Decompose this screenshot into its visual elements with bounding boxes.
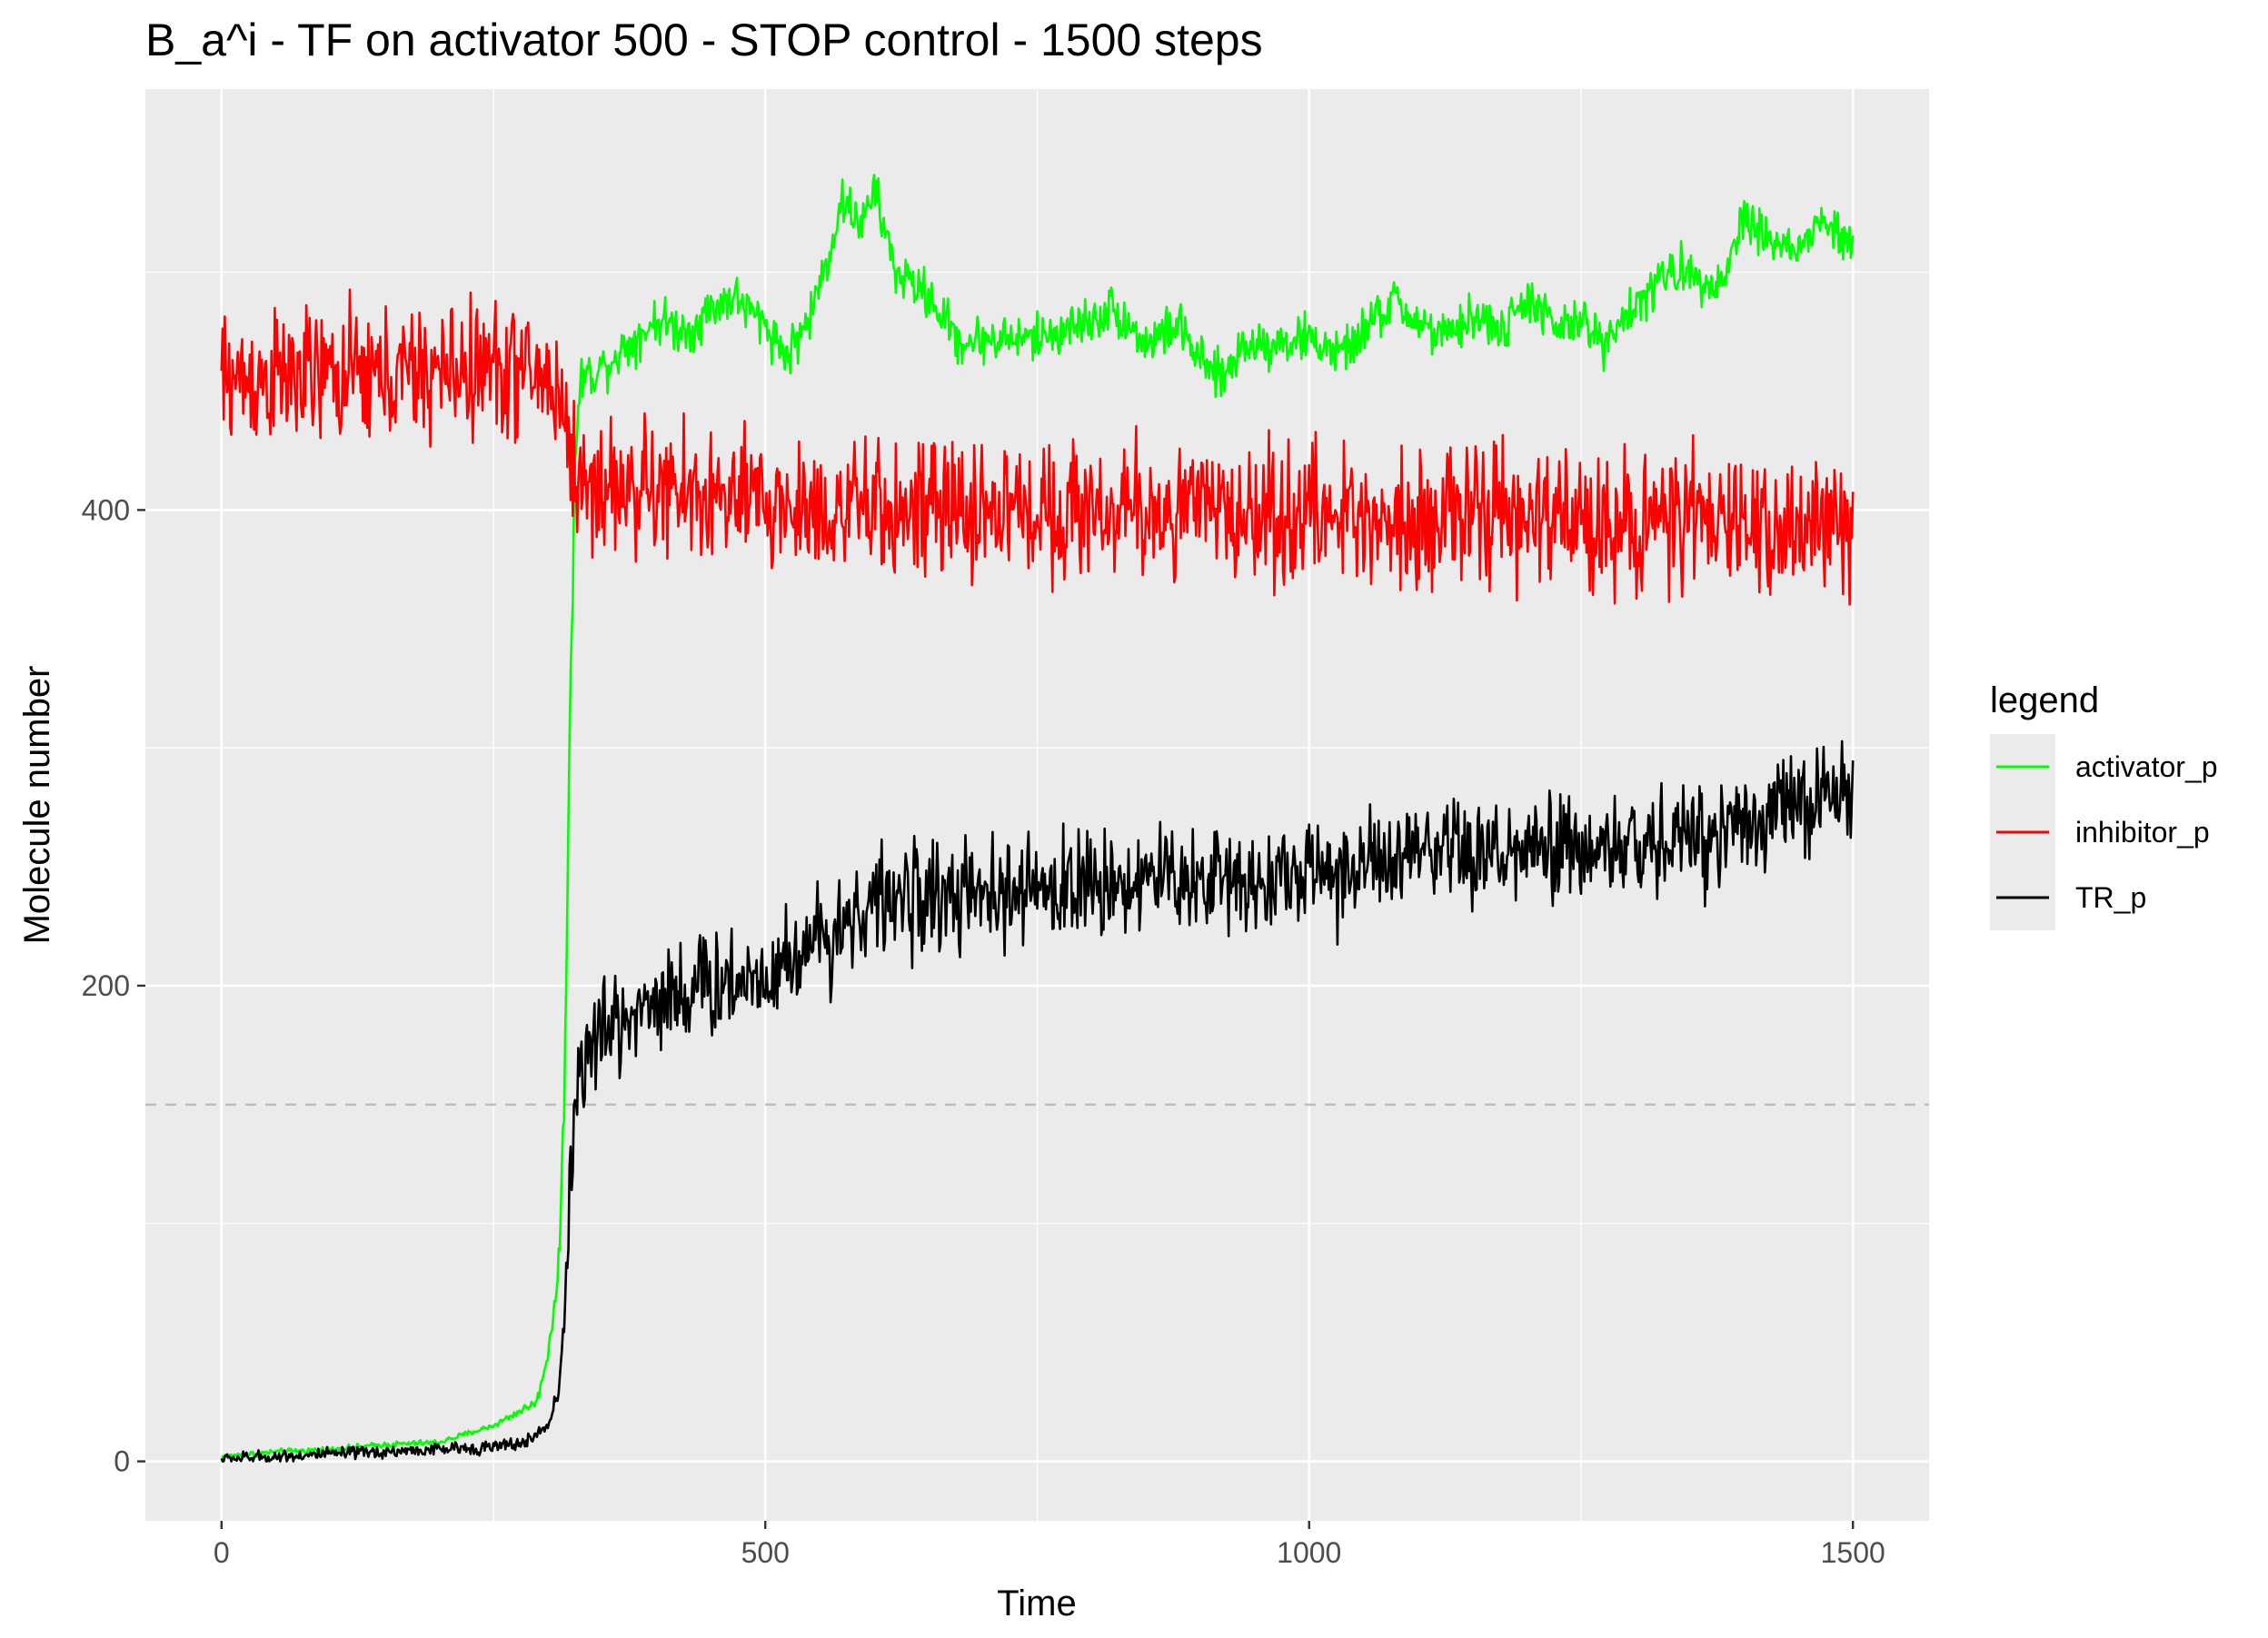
y-tick-label: 0 [114,1445,130,1478]
x-tick-label: 500 [741,1536,790,1569]
legend-label-activator_p: activator_p [2075,750,2218,783]
legend: legend activator_p inhibitor_p TR_p [1990,680,2218,930]
series-layer [220,174,1855,1463]
series-line-TR_p [220,740,1855,1463]
x-tick-label: 1000 [1277,1536,1341,1569]
legend-keys: activator_p inhibitor_p TR_p [1990,734,2218,930]
y-axis-title: Molecule number [17,666,57,945]
legend-title: legend [1990,680,2099,720]
series-line-inhibitor_p [220,288,1855,606]
chart-title: B_a^i - TF on activator 500 - STOP contr… [145,15,1263,65]
x-tick-label: 0 [214,1536,230,1569]
y-tick-label: 400 [82,493,130,526]
x-axis-title: Time [997,1583,1076,1623]
series-line-activator_p [221,174,1855,1460]
x-tick-label: 1500 [1821,1536,1885,1569]
legend-label-inhibitor_p: inhibitor_p [2075,816,2210,849]
legend-label-TR_p: TR_p [2075,881,2146,914]
y-tick-label: 200 [82,969,130,1002]
x-axis: 0 500 1000 1500 [214,1521,1885,1569]
y-axis: 0 200 400 [82,493,145,1478]
